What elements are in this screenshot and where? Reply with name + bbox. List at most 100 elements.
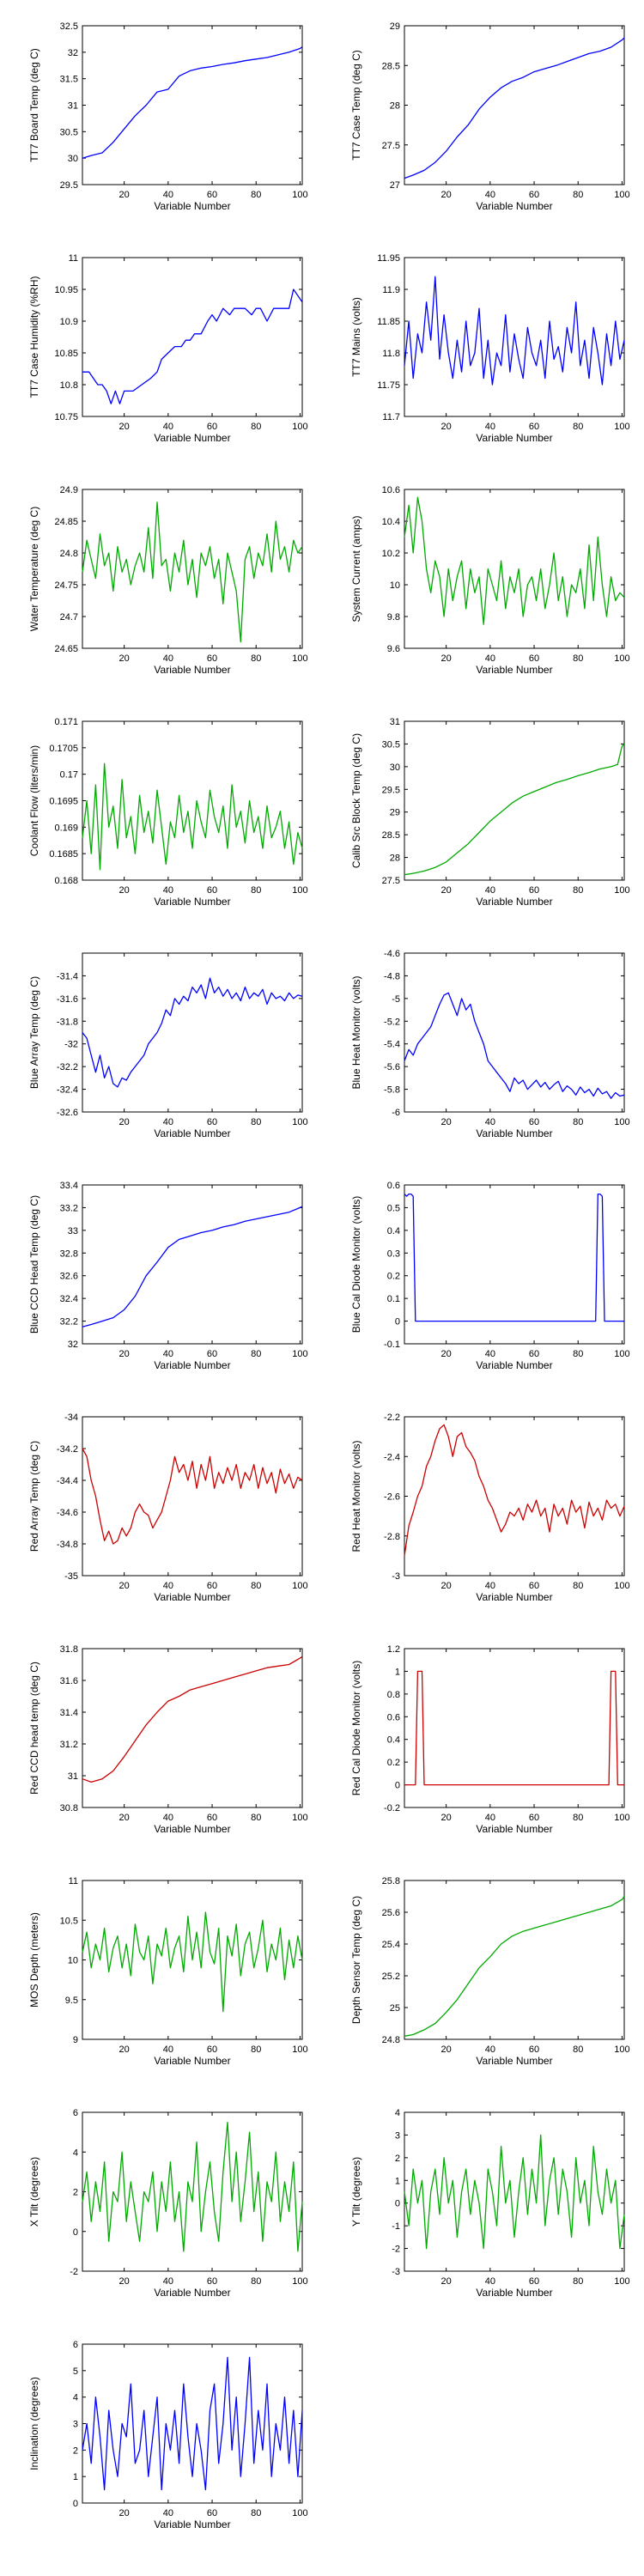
- x-tick-label: 100: [292, 1813, 307, 1823]
- x-tick-label: 100: [292, 422, 307, 432]
- x-tick-label: 100: [614, 2276, 629, 2287]
- x-tick-label: 20: [441, 190, 452, 200]
- x-axis-label: Variable Number: [476, 200, 552, 212]
- x-tick-label: 40: [485, 1813, 495, 1823]
- y-tick-label: -0.2: [384, 1803, 400, 1814]
- series-line: [82, 501, 303, 643]
- chart-1: 20 40 60 80 100 29.5 30 30.5 31 31.5 32 32.5 Variabl…: [28, 21, 308, 212]
- y-tick-label: 0.6: [387, 1181, 400, 1191]
- y-tick-label: 25.4: [382, 1940, 400, 1950]
- chart-6: 20 40 60 80 100 9.6 9.8 10 10.2 10.4 10.6 Variable …: [350, 485, 630, 676]
- y-tick-label: 31: [390, 717, 400, 727]
- x-tick-label: 60: [529, 2276, 539, 2287]
- x-tick-label: 100: [292, 653, 307, 664]
- y-tick-label: 0: [395, 2199, 400, 2209]
- chart-3: 20 40 60 80 100 10.75 10.8 10.85 10.9 10.95 11 Vari…: [28, 253, 308, 444]
- x-axis-label: Variable Number: [154, 1127, 230, 1139]
- x-tick-label: 40: [163, 2044, 173, 2055]
- y-tick-label: -4.8: [384, 971, 400, 981]
- x-tick-label: 60: [207, 422, 217, 432]
- chart-15: 20 40 60 80 100 30.8 31 31.2 31.4 31.6 31.8 Variabl…: [28, 1644, 308, 1835]
- x-tick-label: 80: [251, 1581, 261, 1591]
- y-tick-label: 33: [68, 1226, 78, 1236]
- y-tick-label: 24.85: [54, 517, 78, 527]
- x-axis-label: Variable Number: [154, 1591, 230, 1603]
- y-tick-label: -0.1: [384, 1340, 400, 1350]
- y-tick-label: 31: [68, 101, 78, 112]
- x-tick-label: 40: [485, 1117, 495, 1127]
- y-tick-label: -34.6: [57, 1508, 78, 1518]
- x-tick-label: 20: [441, 1581, 452, 1591]
- y-tick-label: 4: [73, 2393, 78, 2403]
- y-tick-label: 30.5: [382, 739, 400, 750]
- series-line: [404, 496, 625, 625]
- series-line: [82, 1656, 303, 1783]
- x-tick-label: 60: [207, 1813, 217, 1823]
- x-axis-label: Variable Number: [154, 664, 230, 676]
- y-tick-label: 2: [73, 2188, 78, 2198]
- x-tick-label: 20: [119, 190, 130, 200]
- x-tick-label: 100: [614, 1813, 629, 1823]
- y-tick-label: -4.6: [384, 949, 400, 959]
- y-tick-label: -34.8: [57, 1540, 78, 1550]
- y-tick-label: -31.4: [57, 971, 78, 981]
- x-axis-label: Variable Number: [154, 200, 230, 212]
- y-tick-label: 11.85: [377, 317, 400, 327]
- y-tick-label: 27.5: [382, 141, 400, 151]
- x-tick-label: 80: [573, 2276, 583, 2287]
- x-axis-label: Variable Number: [154, 2518, 230, 2530]
- y-tick-label: 0.3: [387, 1249, 400, 1259]
- chart-4: 20 40 60 80 100 11.7 11.75 11.8 11.85 11.9 11.95 Va…: [350, 253, 630, 444]
- y-tick-label: 32.5: [60, 21, 78, 32]
- x-tick-label: 100: [292, 190, 307, 200]
- y-tick-label: 4: [73, 2148, 78, 2158]
- y-axis-label: MOS Depth (meters): [28, 1912, 40, 2008]
- x-tick-label: 40: [163, 1349, 173, 1359]
- y-tick-label: 29: [390, 808, 400, 818]
- y-axis-label: Blue Array Temp (deg C): [28, 976, 40, 1089]
- x-tick-label: 100: [614, 1117, 629, 1127]
- x-tick-label: 80: [251, 885, 261, 896]
- x-tick-label: 60: [529, 1581, 539, 1591]
- series-line: [82, 1911, 303, 2013]
- chart-11: 20 40 60 80 100 32 32.2 32.4 32.6 32.8 33 33.2 33.4 V…: [28, 1181, 308, 1371]
- series-line: [404, 992, 625, 1099]
- x-tick-label: 100: [614, 653, 629, 664]
- x-tick-label: 60: [207, 2044, 217, 2055]
- y-axis-label: Inclination (degrees): [28, 2377, 40, 2470]
- y-tick-label: -2: [70, 2267, 78, 2277]
- chart-16: 20 40 60 80 100 -0.2 0 0.2 0.4 0.6 0.8 1 1.2 Variable…: [350, 1644, 630, 1835]
- series-line: [404, 37, 625, 179]
- x-axis-label: Variable Number: [476, 432, 552, 444]
- y-axis-label: Red Cal Diode Monitor (volts): [350, 1661, 362, 1795]
- plot-area: [404, 720, 625, 881]
- y-tick-label: 29.5: [382, 785, 400, 795]
- x-tick-label: 80: [251, 2044, 261, 2055]
- y-tick-label: 3: [73, 2420, 78, 2430]
- x-axis-label: Variable Number: [154, 896, 230, 908]
- y-tick-label: 11: [69, 1876, 78, 1886]
- x-axis-label: Variable Number: [154, 1823, 230, 1835]
- y-tick-label: 11.95: [377, 253, 400, 264]
- chart-10: 20 40 60 80 100 -6 -5.8 -5.6 -5.4 -5.2 -5 -4.8 -4.6 V…: [350, 949, 630, 1139]
- y-tick-label: 11: [69, 253, 78, 264]
- chart-18: 20 40 60 80 100 24.8 25 25.2 25.4 25.6 25.8 Variabl…: [350, 1876, 630, 2067]
- y-tick-label: 10: [390, 580, 400, 591]
- y-tick-label: 27.5: [382, 876, 400, 886]
- x-tick-label: 40: [163, 190, 173, 200]
- y-tick-label: 10: [68, 1956, 78, 1966]
- x-tick-label: 80: [251, 422, 261, 432]
- y-tick-label: 33.2: [60, 1203, 78, 1213]
- chart-12: 20 40 60 80 100 -0.1 0 0.1 0.2 0.3 0.4 0.5 0.6 Variab…: [350, 1181, 630, 1371]
- x-tick-label: 60: [529, 885, 539, 896]
- x-tick-label: 80: [573, 1349, 583, 1359]
- plot-area: [82, 1648, 303, 1808]
- y-axis-label: System Current (amps): [350, 515, 362, 622]
- y-tick-label: -32.6: [57, 1108, 78, 1118]
- y-tick-label: 24.65: [54, 644, 78, 654]
- y-tick-label: 0.5: [387, 1203, 400, 1213]
- y-axis-label: X Tilt (degrees): [28, 2157, 40, 2227]
- x-tick-label: 40: [163, 2508, 173, 2518]
- series-line: [404, 1193, 624, 1322]
